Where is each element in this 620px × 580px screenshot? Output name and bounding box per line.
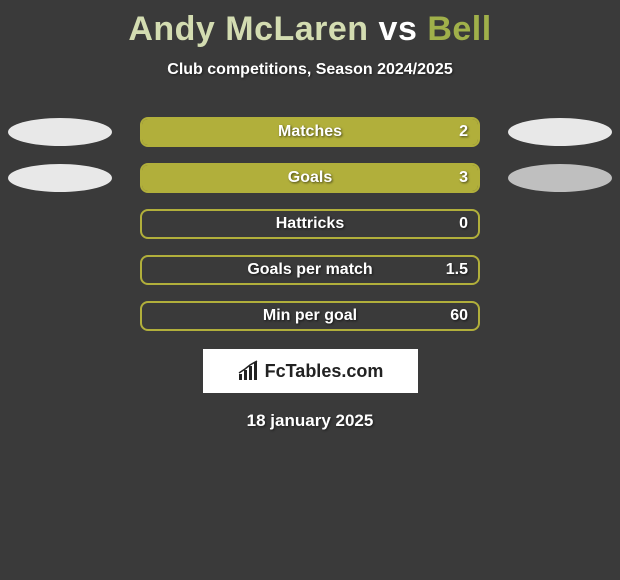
brand-badge: FcTables.com: [203, 349, 418, 393]
subtitle: Club competitions, Season 2024/2025: [0, 61, 620, 79]
brand-text: FcTables.com: [265, 361, 384, 382]
stat-value: 2: [459, 119, 468, 145]
left-ellipse-icon: [8, 118, 112, 146]
stat-row: Goals3: [0, 163, 620, 193]
stat-value: 1.5: [446, 257, 468, 283]
title-player1: Andy McLaren: [128, 10, 368, 48]
stat-rows: Matches2 Goals3 Hattricks0 Goals per match1…: [0, 117, 620, 331]
stat-bar: Goals3: [140, 163, 480, 193]
bar-chart-icon: [237, 360, 259, 382]
stat-label: Goals: [142, 165, 478, 191]
right-ellipse-icon: [508, 118, 612, 146]
stat-label: Goals per match: [142, 257, 478, 283]
stat-bar: Goals per match1.5: [140, 255, 480, 285]
right-ellipse-icon: [508, 164, 612, 192]
page-title: Andy McLaren vs Bell: [0, 0, 620, 49]
left-ellipse-icon: [8, 164, 112, 192]
stat-label: Matches: [142, 119, 478, 145]
stat-row: Min per goal60: [0, 301, 620, 331]
title-vs: vs: [379, 10, 418, 48]
stat-row: Goals per match1.5: [0, 255, 620, 285]
stat-bar: Matches2: [140, 117, 480, 147]
date-text: 18 january 2025: [0, 411, 620, 431]
stat-value: 60: [450, 303, 468, 329]
stat-bar: Hattricks0: [140, 209, 480, 239]
stat-row: Matches2: [0, 117, 620, 147]
stat-row: Hattricks0: [0, 209, 620, 239]
stat-label: Min per goal: [142, 303, 478, 329]
stat-label: Hattricks: [142, 211, 478, 237]
stat-value: 3: [459, 165, 468, 191]
title-player2: Bell: [427, 10, 491, 48]
stat-value: 0: [459, 211, 468, 237]
stat-bar: Min per goal60: [140, 301, 480, 331]
